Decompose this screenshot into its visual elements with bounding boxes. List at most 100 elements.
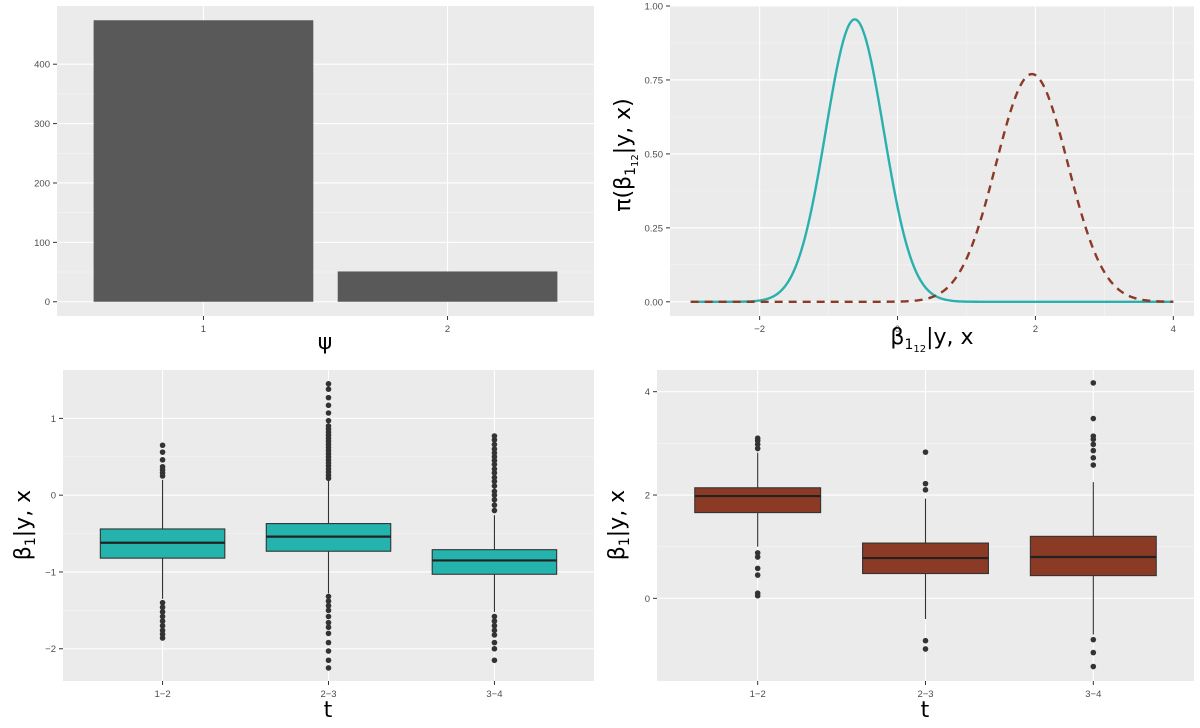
teal-boxplot-outlier-point [325,607,332,614]
teal-boxplot-outlier-point [325,602,332,609]
teal-boxplot-outlier-point [159,449,166,455]
bar-2 [337,271,558,302]
teal-boxplot-outlier-point [491,492,498,498]
density-y-title-tail: |y, x) [611,98,636,154]
bar-chart-x-title: ψ [318,330,333,355]
teal-boxplot-outlier-point [159,635,166,641]
teal-boxplot-outlier-point [159,609,166,615]
teal-boxplot-outlier-point [159,622,166,629]
red-boxplot-outlier-point [922,637,929,644]
bar-chart-y-tick-label: 300 [34,119,50,130]
red-boxplot-outlier-point [922,480,929,487]
red-boxplot-outlier-point [1090,636,1097,643]
teal-boxplot-outlier-point [159,618,166,624]
red-boxplot-x-title: t [921,698,930,723]
density-chart-ticks: 0.00 0.25 0.50 0.75 1.00 −2 0 2 4 [645,2,1176,336]
bar-chart-panel: 0 100 200 300 400 1 2 ψ [34,6,594,355]
red-boxplot-outlier-point [754,554,761,560]
teal-boxplot-outlier-point [159,457,166,463]
red-boxplot-outlier-point [754,435,761,441]
red-boxplot-outlier-point [1090,415,1097,422]
teal-boxplot-y-title: β1|y, x [11,490,39,560]
bar-chart-x-tick-label: 1 [201,324,206,335]
teal-boxplot-outlier-point [325,630,332,637]
teal-boxplot-outlier-point [491,488,498,495]
teal-boxplot-outlier-point [491,645,498,652]
red-boxplot-outlier-point [1090,649,1097,656]
red-boxplot-outlier-point [922,646,929,652]
teal-boxplot-outlier-point [491,632,498,638]
density-x-title-subsub: 12 [913,344,926,355]
teal-y-title-tail: |y, x [11,490,36,537]
bar-chart-y-tick-label: 200 [34,178,50,189]
teal-boxplot-outlier-point [491,618,498,624]
teal-boxplot-outlier-point [159,604,166,611]
teal-boxplot-x-tick-label: 1−2 [155,689,171,700]
teal-boxplot-outlier-point [491,639,498,646]
teal-boxplot-outlier-point [491,483,498,489]
density-chart-y-tick-label: 0.75 [645,75,664,86]
teal-boxplot-outlier-point [491,457,498,464]
teal-boxplot-box-group [99,442,226,641]
red-boxplot-x-tick-label: 2−3 [917,689,933,700]
teal-boxplot-outlier-point [159,599,166,606]
teal-boxplot-box-group [265,381,392,671]
teal-boxplot-ticks: −2 −1 0 1 1−2 2−3 3−4 [45,414,502,700]
teal-boxplot-outlier-point [325,402,332,409]
teal-boxplot-outlier-point [325,410,332,416]
density-chart-y-title: π(β112|y, x) [611,98,641,212]
red-boxplot-ticks: 0 2 4 1−2 2−3 3−4 [645,387,1102,700]
teal-boxplot-outlier-point [491,466,498,472]
red-boxplot-outlier-point [1090,462,1097,468]
teal-boxplot-y-tick-label: 1 [51,414,56,425]
density-chart-x-tick-label: 2 [1033,324,1038,335]
density-chart-x-title: β112|y, x [890,325,973,355]
teal-boxplot-outlier-point [491,613,498,620]
teal-boxplot-outlier-point [491,433,498,439]
teal-boxplot-outlier-point [491,496,498,503]
red-boxplot-outlier-point [1090,447,1097,454]
teal-boxplot-outlier-point [159,463,166,470]
teal-boxplot-outlier-point [325,381,332,387]
bar-chart-y-tick-label: 100 [34,238,50,249]
teal-boxplot-x-tick-label: 3−4 [486,689,502,700]
red-boxplot-x-tick-label: 1−2 [750,689,766,700]
teal-boxplot-outlier-point [159,627,166,634]
teal-boxplot-box [431,549,558,575]
teal-boxplot-boxes [99,381,558,671]
bar-chart-bars [93,20,558,302]
red-boxplot-x-tick-label: 3−4 [1085,689,1101,700]
density-chart-x-tick-label: 0 [895,324,900,335]
teal-boxplot-outlier-point [325,657,332,664]
teal-boxplot-y-tick-label: −1 [45,567,56,578]
density-chart-x-tick-label: 4 [1171,324,1176,335]
teal-boxplot-outlier-point [325,665,332,671]
red-boxplot-y-title: β1|y, x [605,490,633,560]
teal-boxplot-outlier-point [325,619,332,626]
density-y-title-sub: 1 [623,167,639,176]
teal-boxplot-outlier-point [491,478,498,485]
density-y-title-pre: π(β [611,176,636,212]
density-x-title-tail: |y, x [926,325,973,350]
red-boxplot-outlier-point [754,445,761,452]
density-y-title-subsub: 12 [630,154,641,167]
teal-boxplot-outlier-point [491,622,498,629]
density-line-solid [690,18,1174,303]
bar-1 [93,20,314,302]
red-boxplot-outlier-point [1090,380,1097,386]
red-boxplot-y-tick-label: 2 [645,491,650,502]
density-chart-x-tick-label: −2 [754,324,765,335]
density-chart-y-tick-label: 0.00 [645,297,664,308]
red-boxplot-outlier-point [754,572,761,578]
red-boxplot-outlier-point [754,592,761,599]
teal-boxplot-outlier-point [325,639,332,646]
red-boxplot-box-group [1029,380,1157,670]
teal-boxplot-outlier-point [491,437,498,443]
bar-chart-y-tick-label: 400 [34,60,50,71]
red-boxplot-y-tick-label: 4 [645,387,650,398]
teal-boxplot-outlier-point [325,417,332,424]
red-y-title-tail: |y, x [605,490,630,537]
teal-boxplot-x-tick-label: 2−3 [320,689,336,700]
teal-boxplot-outlier-point [491,502,498,508]
